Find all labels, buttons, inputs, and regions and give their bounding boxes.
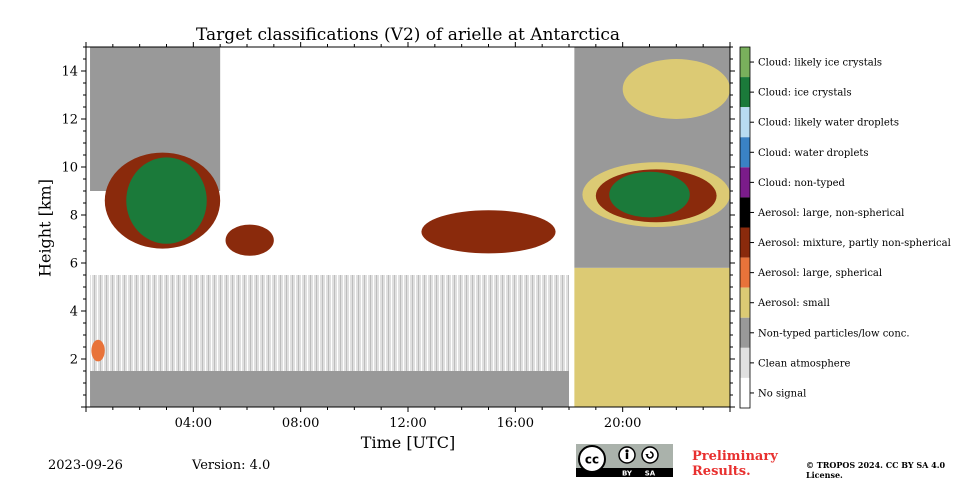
x-tick-label: 04:00 [175,416,212,431]
copyright-notice: © TROPOS 2024. CC BY SA 4.0 License. [806,460,946,480]
preliminary-results-note: Preliminary Results. [692,449,778,479]
colorbar-label: Cloud: likely water droplets [758,118,899,129]
region-3 [574,267,730,407]
region-12 [622,59,730,119]
y-axis: 2 4 6 8 10 12 14 [61,46,735,408]
colorbar-swatch [740,197,750,228]
y-tick-label: 10 [61,161,78,176]
colorbar-swatch [740,47,750,78]
colorbar-swatch [740,107,750,138]
colorbar-label: Cloud: water droplets [758,148,869,159]
colorbar-swatch [740,167,750,198]
colorbar-swatch [740,227,750,258]
region-7 [225,224,274,256]
region-0 [90,371,570,407]
colorbar-swatch [740,377,750,408]
classification-regions [90,47,730,407]
cc-by-sa-license-badge: cc BY SA [576,444,673,478]
region-11 [609,171,690,218]
colorbar-swatch [740,77,750,108]
colorbar-frame [739,46,751,409]
colorbar-swatch [740,257,750,288]
region-13 [91,339,105,362]
x-tick-label: 12:00 [389,416,426,431]
sa-share-alike-icon [641,446,659,464]
colorbar-label: Aerosol: large, spherical [757,268,882,279]
cc-icon [578,445,606,473]
chart-title: Target classifications (V2) of arielle a… [196,25,620,45]
region-6 [126,157,207,244]
plot-area [86,47,730,407]
colorbar-label: Cloud: non-typed [758,178,846,189]
colorbar-label: Non-typed particles/low conc. [758,328,910,339]
region-1 [90,275,570,371]
y-tick-label: 4 [70,305,78,320]
y-tick-label: 14 [61,65,78,80]
colorbar-label: Aerosol: mixture, partly non-spherical [757,238,951,249]
colorbar-swatch [740,287,750,318]
svg-text:BY: BY [622,470,633,478]
footer-date: 2023-09-26 [48,458,123,473]
colorbar-swatch [740,347,750,378]
footer-version: Version: 4.0 [192,458,271,473]
colorbar-label: Clean atmosphere [758,358,851,369]
region-8 [421,210,556,254]
x-tick-label: 20:00 [604,416,641,431]
y-axis-label: Height [km] [35,179,55,277]
colorbar-label: Cloud: ice crystals [758,88,852,99]
colorbar-label: Aerosol: small [757,298,830,309]
svg-text:SA: SA [645,470,656,478]
x-axis-label: Time [UTC] [360,433,456,452]
colorbar-label: No signal [758,388,806,399]
y-tick-label: 8 [70,209,78,224]
x-tick-label: 08:00 [282,416,319,431]
colorbar-label: Cloud: likely ice crystals [758,58,882,69]
y-tick-label: 12 [61,113,78,128]
colorbar-legend: Cloud: likely ice crystals Cloud: ice cry… [739,46,951,409]
y-tick-label: 2 [70,353,78,368]
svg-text:cc: cc [585,453,599,467]
y-tick-label: 6 [70,257,78,272]
x-tick-label: 16:00 [497,416,534,431]
colorbar-label: Aerosol: large, non-spherical [757,208,904,219]
colorbar-swatch [740,317,750,348]
colorbar-swatch [740,137,750,168]
x-axis: 04:00 08:00 12:00 16:00 20:00 [85,42,731,431]
